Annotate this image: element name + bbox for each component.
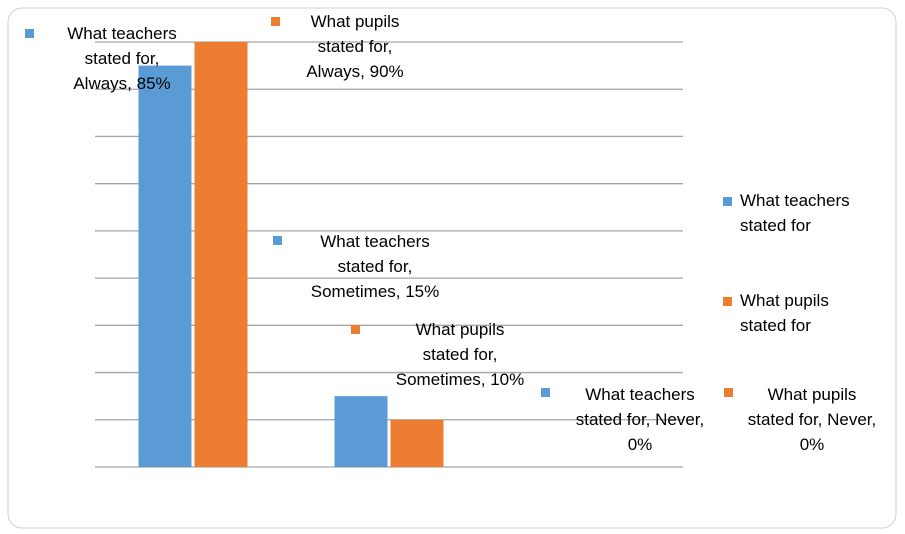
bar (390, 419, 444, 467)
label-key (351, 325, 360, 334)
label-key (273, 236, 282, 245)
data-label: What teachers stated for, Always, 85% (67, 24, 177, 93)
label-key (724, 388, 733, 397)
data-label: What teachers stated for, Never, 0% (575, 385, 705, 454)
legend-key (723, 197, 732, 206)
data-label: What pupils stated for, Sometimes, 10% (395, 320, 525, 389)
data-label: What pupils stated for, Never, 0% (747, 385, 877, 454)
label-key (25, 29, 34, 38)
bar (194, 42, 248, 467)
legend-label: What teachers stated for (740, 191, 850, 235)
data-label: What pupils stated for, Always, 90% (306, 12, 404, 81)
label-key (271, 17, 280, 26)
bar (334, 396, 388, 467)
data-label: What teachers stated for, Sometimes, 15% (310, 232, 440, 301)
legend-key (723, 297, 732, 306)
label-key (541, 388, 550, 397)
legend-label: What pupils stated for (740, 291, 829, 335)
bar (138, 65, 192, 467)
